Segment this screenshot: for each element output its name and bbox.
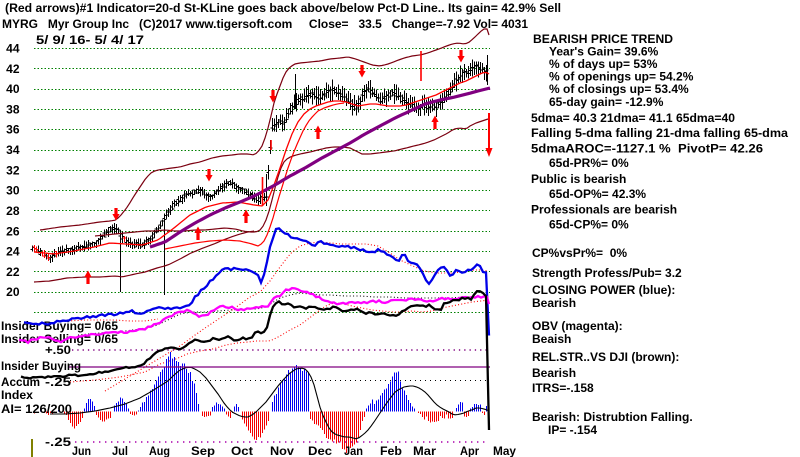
svg-text:Aug: Aug bbox=[149, 444, 170, 457]
svg-text:-.25: -.25 bbox=[45, 375, 71, 389]
svg-text:Year's Gain= 39.6%: Year's Gain= 39.6% bbox=[549, 45, 659, 59]
svg-text:Beaish: Beaish bbox=[532, 332, 571, 346]
svg-text:% of days up= 53%: % of days up= 53% bbox=[549, 57, 658, 71]
svg-text:Feb: Feb bbox=[380, 444, 402, 457]
svg-text:CP%vsPr%= 0%: CP%vsPr%= 0% bbox=[532, 246, 627, 260]
svg-text:65-day gain= -12.9%: 65-day gain= -12.9% bbox=[549, 95, 664, 109]
svg-text:+.50: +.50 bbox=[45, 343, 71, 357]
svg-text:Strength Profess/Pub= 3.2: Strength Profess/Pub= 3.2 bbox=[532, 266, 682, 280]
svg-text:OBV (magenta):: OBV (magenta): bbox=[532, 319, 623, 333]
svg-text:Bearish: Distrubtion Falling.: Bearish: Distrubtion Falling. bbox=[532, 410, 693, 424]
svg-text:Dec: Dec bbox=[308, 444, 332, 457]
svg-text:20: 20 bbox=[6, 285, 20, 299]
svg-text:Bearish: Bearish bbox=[532, 366, 576, 380]
svg-text:Public is bearish: Public is bearish bbox=[531, 172, 626, 186]
svg-text:AI= 126/200: AI= 126/200 bbox=[1, 402, 72, 416]
svg-text:28: 28 bbox=[6, 204, 20, 218]
svg-text:30: 30 bbox=[6, 184, 20, 198]
svg-text:% of openings up= 54.2%: % of openings up= 54.2% bbox=[549, 70, 694, 84]
svg-text:Oct: Oct bbox=[231, 444, 253, 457]
svg-text:36: 36 bbox=[6, 123, 20, 137]
svg-text:MYRG Myr Group Inc (C)2017: MYRG Myr Group Inc (C)2017 www.tigersoft… bbox=[2, 17, 528, 31]
svg-text:Jan: Jan bbox=[344, 444, 363, 457]
svg-text:32: 32 bbox=[6, 163, 20, 177]
svg-text:May: May bbox=[493, 444, 516, 457]
svg-text:5dmaAROC=-1127.1 % PivotP= 42: 5dmaAROC=-1127.1 % PivotP= 42.26 bbox=[531, 142, 763, 156]
svg-text:40: 40 bbox=[6, 82, 20, 96]
svg-text:REL.STR..VS DJI (brown):: REL.STR..VS DJI (brown): bbox=[532, 350, 679, 364]
svg-text:IP= -.154: IP= -.154 bbox=[548, 423, 597, 437]
svg-text:22: 22 bbox=[6, 265, 20, 279]
svg-text:% of closings up= 53.4%: % of closings up= 53.4% bbox=[549, 82, 689, 96]
svg-text:CLOSING POWER (blue):: CLOSING POWER (blue): bbox=[532, 283, 675, 297]
svg-text:-.25: -.25 bbox=[45, 435, 71, 449]
svg-text:44: 44 bbox=[6, 42, 20, 56]
svg-text:Mar: Mar bbox=[413, 444, 436, 457]
svg-text:ITRS=-.158: ITRS=-.158 bbox=[532, 381, 594, 395]
svg-text:38: 38 bbox=[6, 102, 20, 116]
svg-text:42: 42 bbox=[6, 62, 20, 76]
svg-text:5/ 9/ 16- 5/ 4/ 17: 5/ 9/ 16- 5/ 4/ 17 bbox=[36, 33, 144, 47]
svg-text:Index: Index bbox=[1, 388, 33, 402]
svg-text:Professionals are bearish: Professionals are bearish bbox=[531, 203, 677, 217]
svg-text:24: 24 bbox=[6, 245, 20, 259]
svg-text:5dma= 40.3 21dma= 41.1 65dma=4: 5dma= 40.3 21dma= 41.1 65dma=40 bbox=[531, 111, 735, 125]
svg-text:Jun: Jun bbox=[72, 444, 91, 457]
svg-text:Bearish: Bearish bbox=[532, 296, 576, 310]
svg-text:(Red arrows)#1 Indicator=20-d: (Red arrows)#1 Indicator=20-d St-KLine g… bbox=[5, 1, 561, 15]
svg-text:65d-OP%= 42.3%: 65d-OP%= 42.3% bbox=[549, 187, 646, 201]
svg-text:BEARISH PRICE TREND: BEARISH PRICE TREND bbox=[533, 32, 673, 46]
svg-text:Falling 5-dma falling 21-dma f: Falling 5-dma falling 21-dma falling 65-… bbox=[531, 126, 788, 140]
svg-text:Sep: Sep bbox=[191, 444, 215, 457]
svg-text:65d-CP%= 0%: 65d-CP%= 0% bbox=[549, 218, 629, 232]
svg-text:Jul: Jul bbox=[112, 444, 128, 457]
svg-text:26: 26 bbox=[6, 224, 20, 238]
svg-text:Apr: Apr bbox=[460, 444, 479, 457]
svg-text:Nov: Nov bbox=[270, 444, 294, 457]
svg-text:34: 34 bbox=[6, 143, 20, 157]
svg-text:65d-PR%= 0%: 65d-PR%= 0% bbox=[549, 156, 629, 170]
svg-text:Insider Buying: Insider Buying bbox=[1, 359, 81, 373]
